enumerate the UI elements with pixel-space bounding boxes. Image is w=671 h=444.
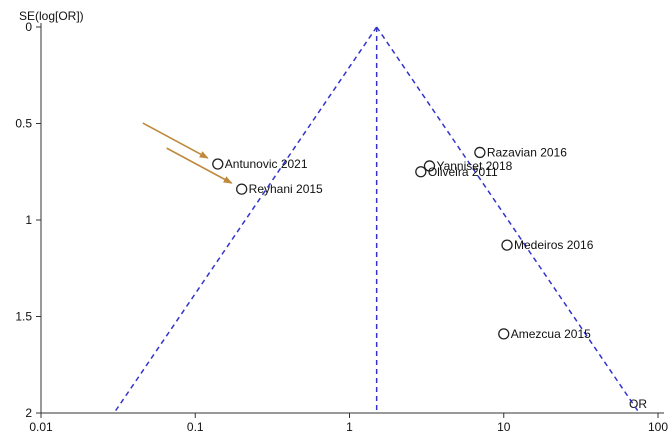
study-label: Razavian 2016 xyxy=(487,145,567,159)
study-point xyxy=(415,166,427,178)
study-label: Medeiros 2016 xyxy=(514,238,594,252)
x-tick-label: 0.01 xyxy=(29,420,53,434)
study-point xyxy=(501,239,513,251)
funnel-left-limit xyxy=(113,26,378,414)
study-point xyxy=(236,183,248,195)
x-axis-ticks: 0.01 0.1 1 10 100 xyxy=(29,413,668,434)
study-point xyxy=(423,160,436,172)
funnel-lines xyxy=(113,26,640,414)
highlight-arrow xyxy=(166,147,233,184)
highlight-arrows xyxy=(142,122,233,184)
y-axis-ticks: 0 0.5 1 1.5 2 xyxy=(15,20,41,420)
axes xyxy=(40,23,664,414)
study-label: Amezcua 2015 xyxy=(511,327,591,341)
x-tick-label: 1 xyxy=(346,420,353,434)
x-tick-label: 0.1 xyxy=(187,420,204,434)
x-tick-label: 10 xyxy=(497,420,511,434)
study-point xyxy=(474,146,486,159)
y-axis-label: SE(log[OR]) xyxy=(19,9,84,23)
x-tick-label: 100 xyxy=(648,420,668,434)
y-tick-label: 2 xyxy=(25,406,32,420)
y-tick-label: 1.5 xyxy=(15,310,32,324)
x-axis-label: OR xyxy=(629,397,647,411)
y-tick-label: 0 xyxy=(25,20,32,34)
study-label: Reyhani 2015 xyxy=(249,182,323,196)
highlight-arrow xyxy=(142,122,209,159)
study-label: Antunovic 2021 xyxy=(225,157,308,171)
funnel-right-limit xyxy=(376,26,640,414)
y-tick-label: 1 xyxy=(25,213,32,227)
y-tick-label: 0.5 xyxy=(15,117,32,131)
study-label: Yanniset 2018 xyxy=(436,159,512,173)
study-points: Antunovic 2021 Reyhani 2015 Razavian 2016Y… xyxy=(212,145,594,341)
study-point xyxy=(212,158,224,170)
study-point xyxy=(498,328,510,340)
study-label: Oliveira 2011 xyxy=(428,165,498,179)
